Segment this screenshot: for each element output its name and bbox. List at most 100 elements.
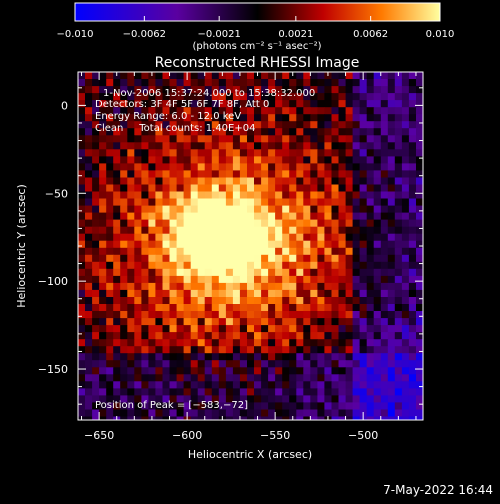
heatmap-cell <box>183 367 192 375</box>
heatmap-cell <box>99 149 107 157</box>
heatmap-cell <box>275 226 283 235</box>
heatmap-cell <box>155 261 163 270</box>
heatmap-cell <box>232 388 241 396</box>
heatmap-cell <box>394 170 403 178</box>
heatmap-cell <box>155 149 163 157</box>
heatmap-cell <box>218 332 227 340</box>
heatmap-cell <box>232 121 241 129</box>
heatmap-cell <box>345 72 354 80</box>
heatmap-cell <box>85 339 93 347</box>
heatmap-cell <box>387 135 396 143</box>
heatmap-cell <box>338 416 346 420</box>
heatmap-cell <box>310 191 318 199</box>
heatmap-cell <box>380 177 389 185</box>
heatmap-cell <box>303 212 311 221</box>
heatmap-cell <box>303 170 311 178</box>
heatmap-cell <box>394 289 403 298</box>
heatmap-cell <box>99 311 107 319</box>
heatmap-cell <box>394 163 403 171</box>
heatmap-cell <box>176 100 185 108</box>
heatmap-cell <box>85 226 93 235</box>
heatmap-cell <box>380 332 389 340</box>
heatmap-cell <box>317 226 325 235</box>
heatmap-cell <box>408 367 417 375</box>
heatmap-cell <box>282 177 290 185</box>
heatmap-cell <box>106 268 114 277</box>
heatmap-cell <box>289 177 297 185</box>
heatmap-cell <box>204 72 213 80</box>
heatmap-cell <box>197 72 206 80</box>
heatmap-cell <box>324 93 332 101</box>
heatmap-cell <box>120 240 128 249</box>
heatmap-cell <box>183 247 192 256</box>
heatmap-cell <box>416 233 423 242</box>
heatmap-cell <box>394 297 403 305</box>
heatmap-cell <box>99 247 107 256</box>
heatmap-cell <box>380 282 389 291</box>
heatmap-cell <box>268 297 276 305</box>
heatmap-cell <box>106 198 114 206</box>
heatmap-cell <box>99 409 107 417</box>
heatmap-cell <box>338 163 346 171</box>
heatmap-cell <box>169 311 177 319</box>
heatmap-cell <box>254 198 262 206</box>
heatmap-cell <box>331 170 339 178</box>
heatmap-cell <box>183 360 192 368</box>
heatmap-cell <box>331 297 339 305</box>
y-tick-label: −100 <box>38 275 68 288</box>
heatmap-cell <box>78 233 86 242</box>
heatmap-cell <box>296 339 304 347</box>
heatmap-cell <box>310 254 318 263</box>
heatmap-cell <box>401 128 410 136</box>
heatmap-cell <box>78 149 86 157</box>
heatmap-cell <box>155 191 163 199</box>
heatmap-cell <box>331 381 339 389</box>
heatmap-cell <box>99 72 107 80</box>
heatmap-cell <box>394 226 403 235</box>
heatmap-cell <box>324 191 332 199</box>
heatmap-cell <box>92 177 100 185</box>
heatmap-cell <box>275 297 283 305</box>
heatmap-cell <box>254 311 262 319</box>
heatmap-cell <box>373 198 382 206</box>
heatmap-cell <box>155 311 163 319</box>
heatmap-cell <box>141 395 149 403</box>
heatmap-cell <box>99 198 107 206</box>
heatmap-cell <box>239 275 248 284</box>
heatmap-cell <box>282 275 290 284</box>
heatmap-cell <box>78 360 86 368</box>
heatmap-cell <box>416 128 423 136</box>
heatmap-cell <box>331 416 339 420</box>
heatmap-cell <box>394 402 403 410</box>
heatmap-cell <box>331 289 339 298</box>
heatmap-cell <box>120 282 128 291</box>
heatmap-cell <box>380 233 389 242</box>
heatmap-cell <box>345 353 354 361</box>
heatmap-cell <box>141 135 149 143</box>
heatmap-cell <box>352 226 361 235</box>
heatmap-cell <box>85 311 93 319</box>
heatmap-cell <box>197 247 206 256</box>
heatmap-cell <box>254 128 262 136</box>
heatmap-cell <box>317 135 325 143</box>
heatmap-cell <box>394 212 403 221</box>
heatmap-cell <box>331 261 339 270</box>
heatmap-cell <box>127 86 135 94</box>
heatmap-cell <box>338 374 346 382</box>
heatmap-cell <box>141 170 149 178</box>
heatmap-cell <box>113 114 121 122</box>
heatmap-cell <box>232 191 241 199</box>
heatmap-cell <box>218 261 227 270</box>
heatmap-cell <box>303 416 311 420</box>
heatmap-cell <box>148 86 156 94</box>
heatmap-cell <box>134 261 142 270</box>
heatmap-cell <box>401 212 410 221</box>
heatmap-cell <box>254 381 262 389</box>
heatmap-cell <box>127 100 135 108</box>
heatmap-cell <box>134 247 142 256</box>
heatmap-cell <box>85 275 93 284</box>
heatmap-cell <box>366 240 375 249</box>
heatmap-cell <box>218 226 227 235</box>
heatmap-cell <box>345 184 354 192</box>
heatmap-cell <box>408 184 417 192</box>
